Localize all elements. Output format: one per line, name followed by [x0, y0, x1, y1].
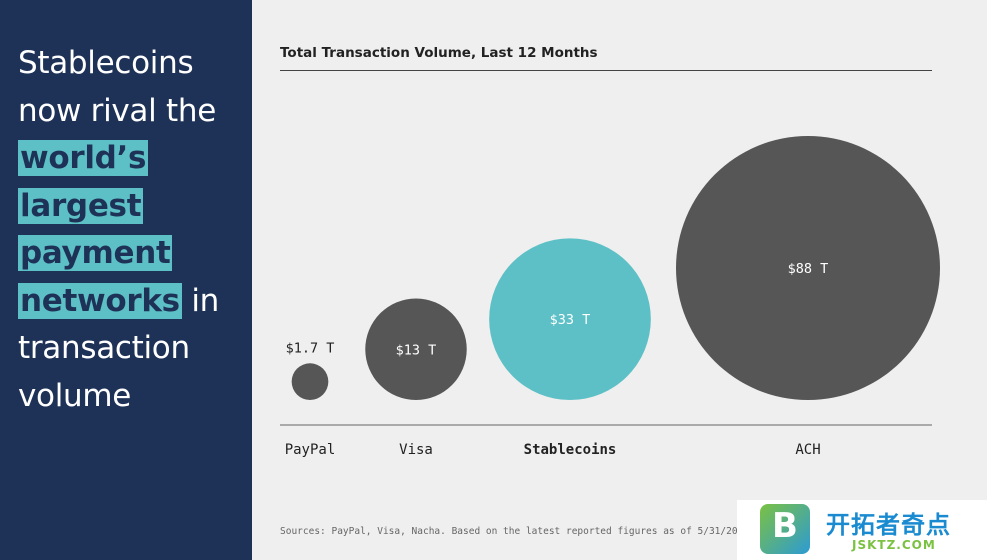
category-label: ACH: [795, 442, 820, 458]
headline-line: volume: [18, 377, 132, 414]
watermark-logo-letter: B: [772, 506, 798, 546]
headline-text: in: [181, 282, 220, 319]
bubble-ach: [676, 136, 940, 400]
headline: Stablecoins now rival the world’s larges…: [18, 40, 250, 420]
category-label: PayPal: [285, 442, 336, 458]
headline-highlight: world’s: [18, 140, 149, 176]
headline-panel: Stablecoins now rival the world’s larges…: [0, 0, 252, 560]
bubble-paypal: [291, 363, 329, 401]
chart-source: Sources: PayPal, Visa, Nacha. Based on t…: [280, 526, 755, 537]
category-label: Stablecoins: [524, 442, 617, 458]
headline-line: Stablecoins: [18, 45, 194, 81]
watermark-logo-icon: [760, 504, 810, 554]
headline-line: now rival the: [18, 92, 216, 129]
watermark-name: 开拓者奇点: [826, 511, 951, 539]
bubble-visa: [365, 298, 467, 401]
headline-line: transaction: [18, 330, 190, 366]
headline-line: networks in: [18, 278, 250, 326]
category-label: Visa: [399, 442, 433, 458]
value-label: $13 T: [396, 342, 437, 358]
value-label: $33 T: [550, 312, 591, 328]
headline-highlight: networks: [18, 282, 182, 319]
watermark-url: JSKTZ.COM: [852, 538, 936, 552]
headline-line: payment: [18, 230, 250, 278]
value-label: $1.7 T: [286, 340, 335, 356]
bubble-stablecoins: [489, 238, 651, 400]
value-label: $88 T: [788, 261, 829, 277]
headline-highlight: payment: [18, 235, 173, 271]
headline-highlight: largest: [18, 187, 144, 224]
chart-title: Total Transaction Volume, Last 12 Months: [280, 45, 598, 61]
title-divider: [280, 70, 932, 71]
headline-line: largest: [18, 183, 250, 231]
headline-line: world’s: [18, 135, 250, 183]
